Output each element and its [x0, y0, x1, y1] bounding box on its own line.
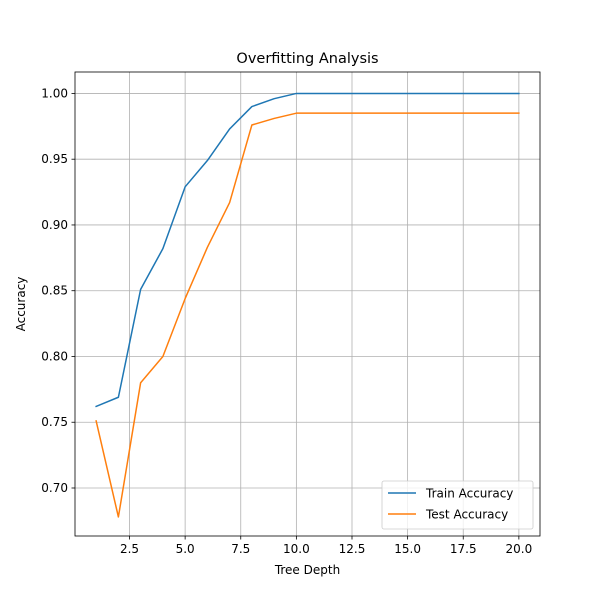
legend-box: [381, 480, 534, 530]
y-tick-label: 0.80: [41, 349, 68, 363]
series-line-test: [95, 112, 520, 518]
legend: Train Accuracy Test Accuracy: [381, 480, 534, 530]
legend-label-test: Test Accuracy: [425, 508, 508, 522]
x-tick-label: 5.0: [176, 542, 195, 556]
y-axis-label: Accuracy: [14, 277, 28, 332]
x-tick-label: 17.5: [450, 542, 477, 556]
x-tick-label: 20.0: [506, 542, 533, 556]
x-axis-label: Tree Depth: [274, 563, 340, 577]
y-tick-label: 0.70: [41, 481, 68, 495]
y-tick-label: 0.90: [41, 218, 68, 232]
y-tick-label: 1.00: [41, 86, 68, 100]
x-tick-label: 15.0: [394, 542, 421, 556]
y-tick-label: 0.75: [41, 415, 68, 429]
axis-ticks: 2.5 5.0 7.5 10.0 12.5 15.0 17.5 20.0 0.70 0.75 0.8…: [41, 86, 532, 556]
y-tick-label: 0.95: [41, 152, 68, 166]
series-lines: [95, 92, 520, 518]
y-tick-label: 0.85: [41, 284, 68, 298]
plot-area: [75, 72, 540, 536]
x-tick-label: 2.5: [120, 542, 139, 556]
chart-title: Overfitting Analysis: [236, 51, 378, 67]
x-tick-label: 7.5: [231, 542, 250, 556]
legend-label-train: Train Accuracy: [425, 487, 513, 501]
plot-frame: [74, 71, 541, 537]
x-tick-label: 12.5: [339, 542, 366, 556]
x-tick-label: 10.0: [283, 542, 310, 556]
series-line-train: [95, 92, 520, 408]
